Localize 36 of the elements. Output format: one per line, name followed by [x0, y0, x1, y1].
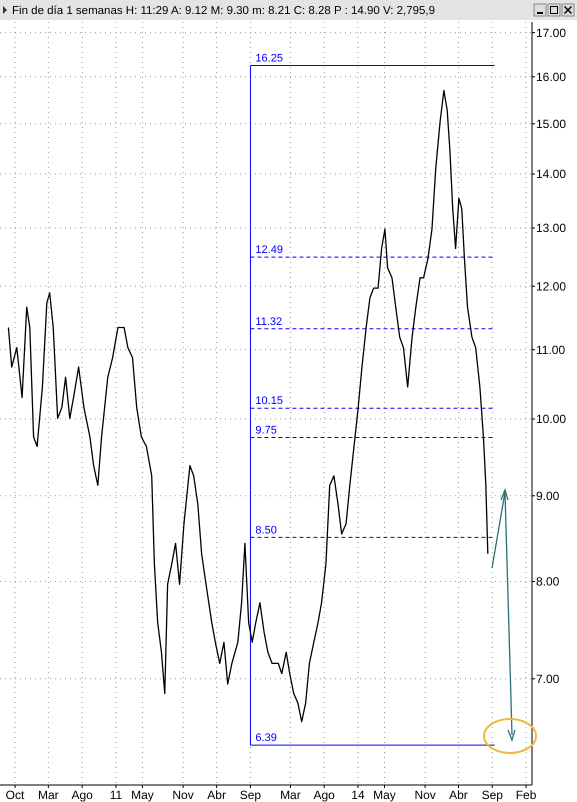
x-tick-label: Sep	[482, 788, 504, 802]
ref-line-label: 9.75	[255, 424, 277, 436]
x-tick-label: Nov	[414, 788, 436, 802]
x-tick-label: Oct	[6, 788, 26, 802]
x-tick-label: 11	[110, 788, 122, 802]
y-tick-label: 17.00	[536, 26, 566, 40]
x-tick-label: Nov	[172, 788, 194, 802]
y-tick-label: 12.00	[536, 279, 566, 294]
y-tick-label: 13.00	[536, 221, 566, 236]
x-tick-label: Sep	[240, 788, 262, 802]
x-tick-label: Abr	[207, 788, 226, 802]
chart-title: Fin de día 1 semanas H: 11:29 A: 9.12 M: 9.30 m: 8.21 C: 8.28 P : 14.90 V: 2,795,9	[12, 5, 435, 17]
y-tick-label: 10.00	[536, 412, 566, 426]
x-tick-label: May	[131, 788, 154, 802]
x-tick-label: Ago	[314, 788, 336, 802]
ref-line-label: 10.15	[255, 395, 283, 408]
y-tick-label: 14.00	[536, 167, 566, 182]
x-tick-label: Feb	[516, 788, 537, 802]
y-tick-label: 7.00	[536, 672, 560, 686]
x-tick-label: Ago	[71, 788, 94, 802]
y-tick-label: 8.00	[536, 574, 560, 589]
ref-line-label: 16.25	[255, 52, 283, 64]
x-tick-label: 14	[351, 788, 365, 802]
y-tick-label: 11.00	[536, 342, 566, 357]
x-tick-label: Mar	[280, 788, 301, 802]
ref-line-label: 8.50	[255, 524, 277, 536]
ref-line-label: 6.39	[255, 732, 277, 744]
x-tick-label: May	[373, 788, 396, 802]
x-tick-label: Mar	[38, 788, 59, 802]
ref-line-label: 11.32	[255, 316, 282, 328]
x-tick-label: Abr	[449, 788, 468, 802]
y-tick-label: 16.00	[536, 70, 566, 84]
ref-line-label: 12.49	[255, 244, 283, 256]
y-tick-label: 9.00	[536, 488, 560, 503]
line-series	[8, 90, 488, 722]
y-tick-label: 15.00	[536, 116, 566, 131]
